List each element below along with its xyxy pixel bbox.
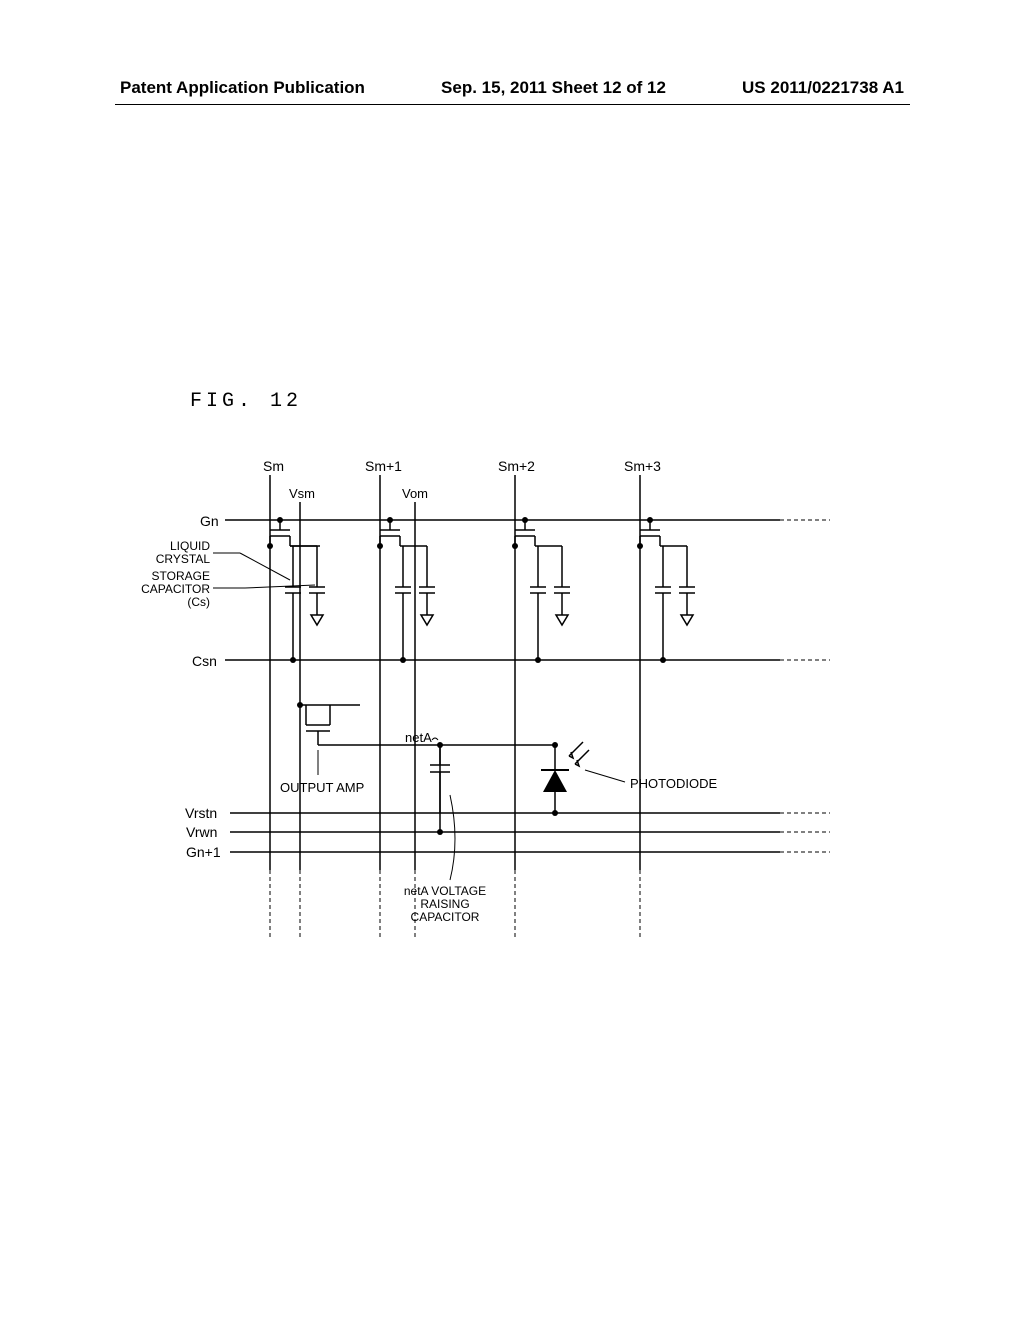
header-right: US 2011/0221738 A1 — [742, 78, 904, 98]
circuit-svg — [100, 440, 890, 970]
circuit-diagram: Sm Sm+1 Sm+2 Sm+3 Vsm Vom Gn LIQUID CRYS… — [100, 440, 890, 970]
header-left: Patent Application Publication — [120, 78, 365, 98]
header-divider — [115, 104, 910, 105]
figure-label: FIG. 12 — [190, 390, 302, 413]
header-center: Sep. 15, 2011 Sheet 12 of 12 — [441, 78, 666, 98]
